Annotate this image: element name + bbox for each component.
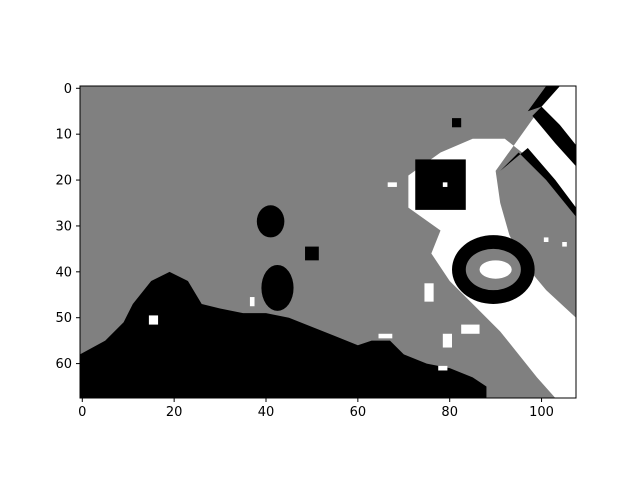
y-tick-label: 30 [55,219,72,234]
heatmap-region-12 [305,246,319,261]
x-tick-label: 60 [350,405,367,420]
y-tick-label: 20 [55,174,72,189]
x-tick-label: 100 [529,405,554,420]
heatmap-region-19 [461,324,480,334]
image-layer [80,86,576,398]
heatmap-region-15 [148,315,159,325]
y-tick-label: 60 [55,357,72,372]
x-tick-label: 20 [166,405,183,420]
heatmap-region-17 [378,333,393,339]
heatmap-region-5 [415,159,466,210]
heatmap-region-20 [442,333,452,348]
y-tick-label: 40 [55,265,72,280]
heatmap-region-21 [424,283,434,302]
heatmap-region-16 [249,297,255,307]
heatmap-region-2 [491,147,576,217]
heatmap-region-3 [527,86,560,112]
heatmap-region-14 [80,271,487,398]
x-tick-label: 40 [258,405,275,420]
heatmap-region-4 [532,106,576,167]
heatmap-region-6 [442,182,448,187]
heatmap-region-13 [452,118,462,128]
y-tick-label: 10 [55,128,72,143]
x-axis: 0 20 40 60 80 100 [78,398,554,420]
x-tick-label: 80 [441,405,458,420]
heatmap-region-18 [438,365,448,371]
plot-frame [79,85,577,399]
x-tick-label: 0 [78,405,86,420]
y-tick-label: 50 [55,311,72,326]
heatmap-region-24 [562,242,567,247]
heatmap-region-11 [256,205,285,238]
y-tick-label: 0 [64,82,72,97]
heatmap-region-9 [479,260,512,279]
y-axis: 0 10 20 30 40 50 60 [55,82,80,372]
heatmap-region-22 [387,182,397,187]
heatmap-region-23 [543,237,549,242]
heatmap-region-10 [261,264,294,311]
